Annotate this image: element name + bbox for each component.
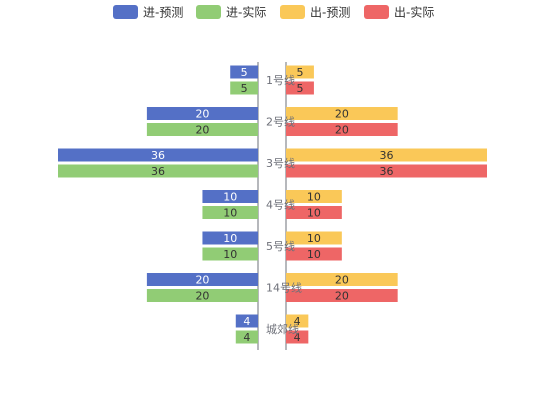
bar[interactable] — [286, 314, 309, 328]
bar-value-label: 4 — [243, 315, 250, 328]
bar[interactable] — [286, 206, 342, 219]
legend-swatch[interactable] — [280, 5, 305, 19]
bar-value-label: 5 — [241, 82, 248, 95]
bar-value-label: 10 — [307, 232, 321, 245]
category-label: 4号线 — [266, 198, 295, 212]
bar-value-label: 10 — [223, 191, 237, 204]
legend-swatch[interactable] — [113, 5, 138, 19]
category-label: 14号线 — [266, 281, 302, 295]
bar-value-label: 20 — [335, 124, 349, 137]
bar-value-label: 36 — [380, 165, 394, 178]
bar-value-label: 20 — [335, 274, 349, 287]
bar[interactable] — [286, 164, 487, 178]
bar-value-label: 10 — [307, 191, 321, 204]
bar[interactable] — [58, 164, 258, 178]
bar[interactable] — [146, 123, 258, 136]
category-label: 3号线 — [266, 156, 295, 170]
bar[interactable] — [286, 65, 314, 79]
legend: 进-预测 进-实际 出-预测 出-实际 — [113, 5, 434, 20]
bar[interactable] — [286, 273, 398, 286]
bar-value-label: 20 — [335, 108, 349, 121]
bar[interactable] — [146, 107, 258, 120]
bar-value-label: 20 — [195, 290, 209, 303]
bar-value-label: 36 — [151, 149, 165, 162]
bar-value-label: 10 — [307, 248, 321, 261]
bar-value-label: 20 — [195, 108, 209, 121]
category-label: 城郊线 — [266, 322, 299, 336]
category-label: 2号线 — [266, 115, 295, 129]
bar[interactable] — [286, 247, 342, 261]
bar-value-label: 10 — [223, 248, 237, 261]
bar-value-label: 36 — [151, 165, 165, 178]
bar[interactable] — [202, 247, 258, 261]
bar[interactable] — [286, 289, 398, 302]
bar[interactable] — [235, 330, 258, 344]
bar[interactable] — [286, 231, 342, 245]
legend-swatch[interactable] — [364, 5, 389, 19]
bar-value-label: 36 — [380, 149, 394, 162]
bar[interactable] — [235, 314, 258, 328]
bar[interactable] — [286, 123, 398, 136]
category-label: 5号线 — [266, 239, 295, 253]
bars: 5 5 5 5 20 20 20 20 36 36 36 36 10 10 10 10 10 10 10 10 20 20… — [58, 65, 487, 344]
bar-value-label: 4 — [294, 315, 301, 328]
bar-value-label: 4 — [294, 331, 301, 344]
legend-label[interactable]: 进-实际 — [226, 5, 266, 20]
bar[interactable] — [230, 65, 258, 79]
bar[interactable] — [286, 190, 342, 203]
bar-value-label: 20 — [335, 290, 349, 303]
bar[interactable] — [286, 81, 314, 95]
legend-label[interactable]: 出-实际 — [394, 5, 434, 20]
bar[interactable] — [286, 330, 309, 344]
category-label: 1号线 — [266, 73, 295, 87]
bar[interactable] — [286, 148, 487, 162]
bar[interactable] — [146, 289, 258, 302]
bar-value-label: 5 — [296, 82, 303, 95]
legend-swatch[interactable] — [196, 5, 221, 19]
bar-value-label: 10 — [307, 207, 321, 220]
bar[interactable] — [230, 81, 258, 95]
bar[interactable] — [202, 190, 258, 203]
bar-value-label: 10 — [223, 207, 237, 220]
bar-value-label: 5 — [296, 66, 303, 79]
bar-value-label: 5 — [241, 66, 248, 79]
bar-value-label: 4 — [243, 331, 250, 344]
bar[interactable] — [146, 273, 258, 286]
bar-value-label: 20 — [195, 274, 209, 287]
bar-value-label: 10 — [223, 232, 237, 245]
bar[interactable] — [202, 231, 258, 245]
legend-label[interactable]: 出-预测 — [310, 6, 350, 20]
bar[interactable] — [58, 148, 258, 162]
legend-label[interactable]: 进-预测 — [143, 6, 183, 20]
bar[interactable] — [286, 107, 398, 120]
bar-value-label: 20 — [195, 124, 209, 137]
bar[interactable] — [202, 206, 258, 219]
